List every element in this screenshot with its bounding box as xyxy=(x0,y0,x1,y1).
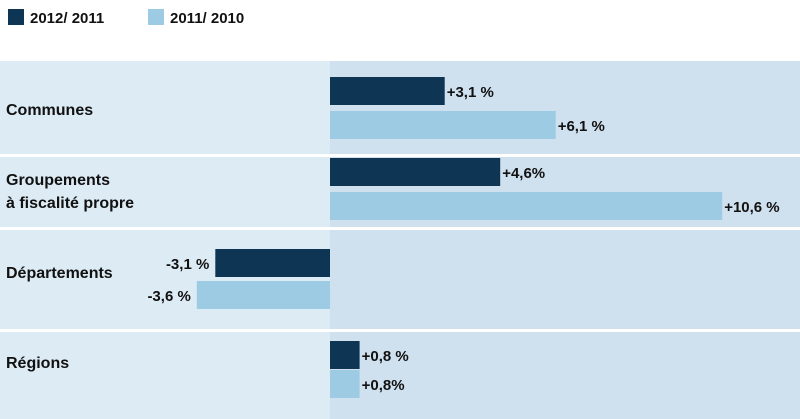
bar xyxy=(330,111,556,139)
band-divider xyxy=(0,227,800,230)
value-label: -3,6 % xyxy=(147,288,190,305)
bar xyxy=(215,249,330,277)
category-label: Régions xyxy=(6,355,69,372)
band-right xyxy=(330,228,800,330)
value-label: +3,1 % xyxy=(447,84,494,101)
bar xyxy=(330,341,360,369)
bar xyxy=(196,281,330,309)
category-label: Groupements xyxy=(6,172,110,189)
band-right xyxy=(330,330,800,419)
value-label: +0,8% xyxy=(362,377,405,394)
value-label: +10,6 % xyxy=(724,199,779,216)
category-label: à fiscalité propre xyxy=(6,195,134,212)
legend-swatch xyxy=(8,9,24,25)
legend-label: 2012/ 2011 xyxy=(30,10,104,27)
bar xyxy=(330,77,445,105)
legend-label: 2011/ 2010 xyxy=(170,10,244,27)
category-label: Départements xyxy=(6,265,113,282)
band-divider xyxy=(0,329,800,332)
band-left xyxy=(0,330,330,419)
value-label: -3,1 % xyxy=(166,256,209,273)
bar xyxy=(330,192,723,220)
bar xyxy=(330,158,501,186)
value-label: +6,1 % xyxy=(558,118,605,135)
category-bands xyxy=(0,61,800,419)
band-left xyxy=(0,155,330,228)
band-right xyxy=(330,61,800,155)
band-left xyxy=(0,228,330,330)
legend-swatch xyxy=(148,9,164,25)
legend: 2012/ 2011 2011/ 2010 xyxy=(8,9,244,27)
band-divider xyxy=(0,154,800,157)
value-label: +4,6% xyxy=(502,165,545,182)
bar xyxy=(330,370,360,398)
category-label: Communes xyxy=(6,102,93,119)
labels: Communes Groupements à fiscalité propre Dép… xyxy=(6,84,780,394)
bars xyxy=(196,77,723,398)
value-label: +0,8 % xyxy=(362,348,409,365)
band-left xyxy=(0,61,330,155)
